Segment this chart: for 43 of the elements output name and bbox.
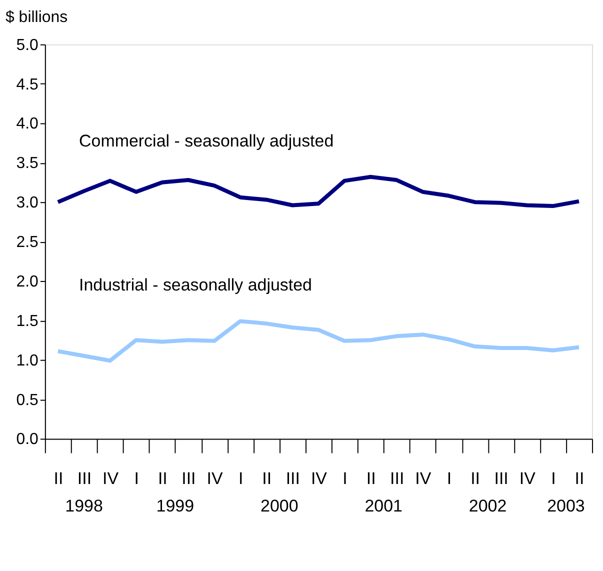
- y-tick-label: 2.5: [16, 234, 39, 252]
- y-tick-label: 1.0: [16, 352, 39, 370]
- x-tick-label: II: [366, 469, 376, 488]
- y-tick-label: 4.0: [16, 116, 39, 133]
- y-tick-label: 3.5: [16, 155, 39, 172]
- text: 2000: [260, 496, 298, 516]
- text: 2003: [547, 496, 585, 516]
- y-tick-label: 4.5: [16, 76, 39, 94]
- x-tick-label: I: [238, 469, 244, 488]
- y-tick-label: 1.5: [16, 312, 39, 330]
- line-series: [56, 174, 581, 208]
- line-series: [56, 319, 581, 363]
- x-tick-label: III: [286, 469, 300, 488]
- x-tick-label: II: [470, 469, 480, 488]
- x-tick-label: II: [158, 469, 168, 488]
- x-tick-label: III: [77, 469, 92, 488]
- x-tick-label: III: [390, 469, 404, 488]
- x-tick-label: III: [182, 469, 196, 488]
- text: 2002: [468, 496, 507, 516]
- x-tick-label: IV: [310, 469, 328, 488]
- x-tick-label: IV: [519, 469, 536, 488]
- text: Industrial - seasonally adjusted: [79, 276, 312, 295]
- x-tick-label: I: [446, 469, 452, 488]
- x-tick-label: IV: [206, 469, 224, 488]
- x-tick-label: III: [494, 469, 508, 488]
- text: 1999: [156, 496, 194, 516]
- x-tick-label: I: [551, 469, 556, 488]
- y-tick-label: 3.0: [16, 194, 39, 212]
- x-tick-label: II: [262, 469, 272, 488]
- x-tick-label: II: [54, 469, 64, 488]
- x-tick-label: I: [134, 469, 139, 488]
- y-tick-label: 0.0: [16, 431, 39, 448]
- series-label: Commercial - seasonally adjusted: [79, 131, 334, 150]
- x-tick-label: IV: [102, 469, 120, 488]
- y-tick-label: 0.5: [16, 392, 39, 409]
- x-tick-label: I: [342, 469, 348, 488]
- y-tick-label: 5.0: [16, 36, 39, 54]
- x-tick-label: IV: [415, 469, 432, 488]
- text: 2001: [364, 496, 402, 516]
- x-tick-label: II: [574, 469, 584, 488]
- y-axis-title: $ billions: [5, 8, 68, 26]
- text: 1998: [65, 496, 103, 516]
- y-tick-label: 2.0: [16, 273, 39, 290]
